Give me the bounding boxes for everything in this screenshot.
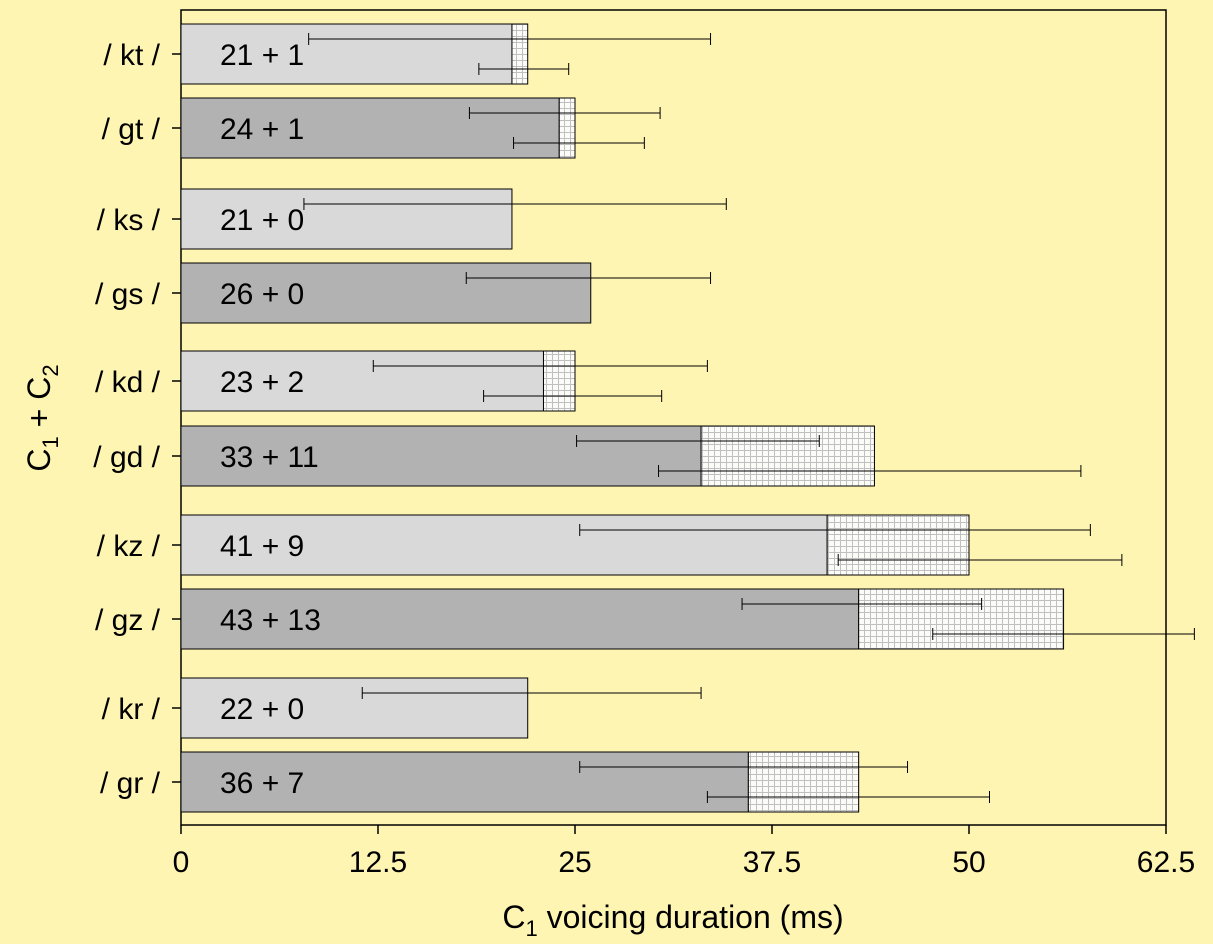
x-tick-label: 37.5: [743, 846, 801, 879]
category-label: / gs /: [95, 278, 161, 311]
x-tick-label: 25: [558, 846, 591, 879]
bar-carryover: [558, 97, 576, 159]
bar-carryover: [700, 425, 875, 487]
bar-value-label: 23 + 2: [220, 366, 304, 399]
bar-value-label: 24 + 1: [220, 113, 304, 146]
plot-area: [180, 9, 1167, 826]
bar-value-label: 22 + 0: [220, 693, 304, 726]
category-label: / kz /: [97, 530, 161, 563]
bar-value-label: 26 + 0: [220, 278, 304, 311]
bar-carryover: [511, 23, 529, 85]
bar-carryover: [542, 350, 576, 412]
category-label: / kr /: [102, 693, 161, 726]
bar-value-label: 21 + 1: [220, 39, 304, 72]
category-label: / kt /: [103, 39, 160, 72]
y-axis: / kt / / gt / / ks / / gs / / kd / / gd / / kz…: [93, 39, 181, 800]
category-label: / ks /: [97, 204, 161, 237]
category-label: / gt /: [102, 113, 161, 146]
error-bars-group: [303, 33, 1195, 803]
bar-voicing: [180, 188, 513, 250]
category-label: / gr /: [100, 767, 161, 800]
bars-group: 21 + 1 24 + 1 21 + 0 26 + 0 23 + 2 33 + 11 41 …: [180, 23, 1065, 813]
bar-value-label: 43 + 13: [220, 604, 321, 637]
x-tick-label: 62.5: [1137, 846, 1195, 879]
x-axis: 0 12.5 25 37.5 50 62.5: [173, 825, 1195, 879]
category-label: / kd /: [95, 366, 161, 399]
category-label: / gz /: [95, 604, 161, 637]
bar-voicing: [180, 677, 529, 739]
bar-value-label: 33 + 11: [220, 441, 319, 474]
x-tick-label: 12.5: [349, 846, 407, 879]
y-axis-title: C1 + C2: [21, 364, 63, 471]
bar-voicing: [180, 97, 560, 159]
x-axis-title: C1 voicing duration (ms): [502, 899, 843, 941]
bar-voicing: [180, 751, 749, 813]
bar-value-label: 21 + 0: [220, 204, 304, 237]
bar-carryover: [858, 588, 1065, 650]
bar-value-label: 41 + 9: [220, 530, 304, 563]
bar-carryover: [826, 514, 970, 576]
category-label: / gd /: [93, 441, 160, 474]
bar-value-label: 36 + 7: [220, 767, 304, 800]
bar-voicing: [180, 23, 513, 85]
bar-voicing: [180, 588, 860, 650]
bar-voicing: [180, 425, 702, 487]
x-tick-label: 50: [952, 846, 985, 879]
x-tick-label: 0: [173, 846, 190, 879]
bar-carryover: [747, 751, 860, 813]
